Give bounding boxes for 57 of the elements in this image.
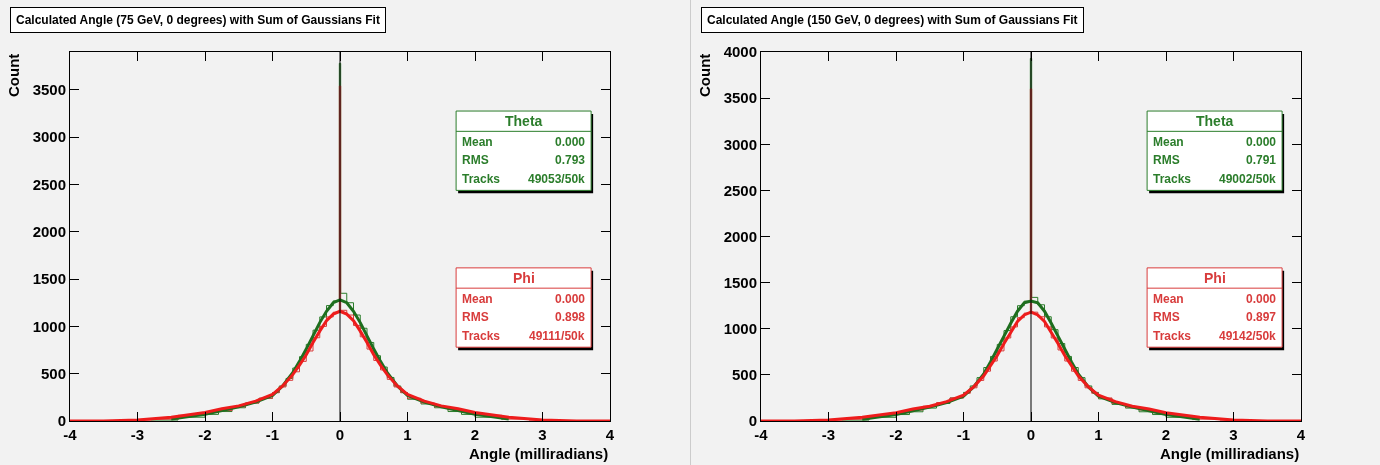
text: Mean 0.000 — [1153, 292, 1277, 306]
x-tick-label: 2 — [1161, 426, 1171, 443]
x-tick-label: 4 — [605, 426, 615, 443]
x-tick-label: 4 — [1296, 426, 1306, 443]
y-tick-label: 3000 — [723, 135, 757, 153]
x-tick-label: -2 — [889, 426, 903, 443]
text: Tracks 49053/50k — [462, 172, 585, 186]
x-tick-label: 0 — [335, 426, 345, 443]
y-axis-title: Count — [696, 53, 713, 97]
x-tick-label: -3 — [821, 426, 836, 443]
y-tick-label: 2500 — [32, 175, 66, 193]
text: Theta — [505, 113, 543, 129]
x-tick-label: -1 — [956, 426, 971, 443]
x-tick-label: 3 — [538, 426, 547, 443]
y-tick-label: 3000 — [32, 128, 66, 146]
x-tick-label: -2 — [198, 426, 212, 443]
x-tick-label: -1 — [265, 426, 280, 443]
text: Tracks 49142/50k — [1153, 329, 1276, 343]
y-tick-label: 4000 — [723, 43, 757, 61]
text: RMS 0.898 — [462, 310, 586, 324]
y-tick-label: 0 — [748, 412, 757, 430]
text: RMS 0.897 — [1153, 310, 1277, 324]
text: Mean 0.000 — [462, 135, 586, 149]
text: Tracks 49002/50k — [1153, 172, 1276, 186]
x-tick-label: 3 — [1229, 426, 1238, 443]
text: Mean 0.000 — [462, 292, 586, 306]
y-tick-label: 3500 — [723, 89, 757, 107]
text: Phi — [1204, 270, 1226, 286]
y-tick-label: 2000 — [723, 227, 757, 245]
x-tick-label: 1 — [1094, 426, 1103, 443]
y-tick-label: 2000 — [32, 223, 66, 241]
x-tick-label: -4 — [754, 426, 769, 443]
text: Theta — [1196, 113, 1234, 129]
chart-title: Calculated Angle (150 GeV, 0 degrees) with Sum of Gaussians Fit — [707, 13, 1078, 27]
text: Phi — [513, 270, 535, 286]
chart-title: Calculated Angle (75 GeV, 0 degrees) with Sum of Gaussians Fit — [16, 13, 380, 27]
x-axis-title: Angle (milliradians) — [469, 445, 609, 462]
x-tick-label: -3 — [130, 426, 145, 443]
y-tick-label: 1000 — [723, 320, 757, 337]
x-axis-title: Angle (milliradians) — [1160, 445, 1300, 462]
x-tick-label: 0 — [1026, 426, 1036, 443]
x-tick-label: -4 — [63, 426, 78, 443]
text: RMS 0.793 — [462, 153, 586, 167]
y-tick-label: 1500 — [32, 270, 66, 288]
text: Mean 0.000 — [1153, 135, 1277, 149]
y-tick-label: 500 — [731, 366, 757, 384]
y-tick-label: 500 — [40, 364, 66, 382]
y-axis-title: Count — [5, 53, 22, 97]
y-tick-label: 1500 — [723, 273, 757, 291]
y-tick-label: 2500 — [723, 181, 757, 199]
x-tick-label: 1 — [403, 426, 412, 443]
y-tick-label: 1000 — [32, 317, 66, 335]
text: RMS 0.791 — [1153, 153, 1277, 167]
x-tick-label: 2 — [470, 426, 480, 443]
text: Tracks 49111/50k — [462, 329, 585, 343]
y-tick-label: 3500 — [32, 81, 66, 99]
y-tick-label: 0 — [57, 412, 66, 430]
